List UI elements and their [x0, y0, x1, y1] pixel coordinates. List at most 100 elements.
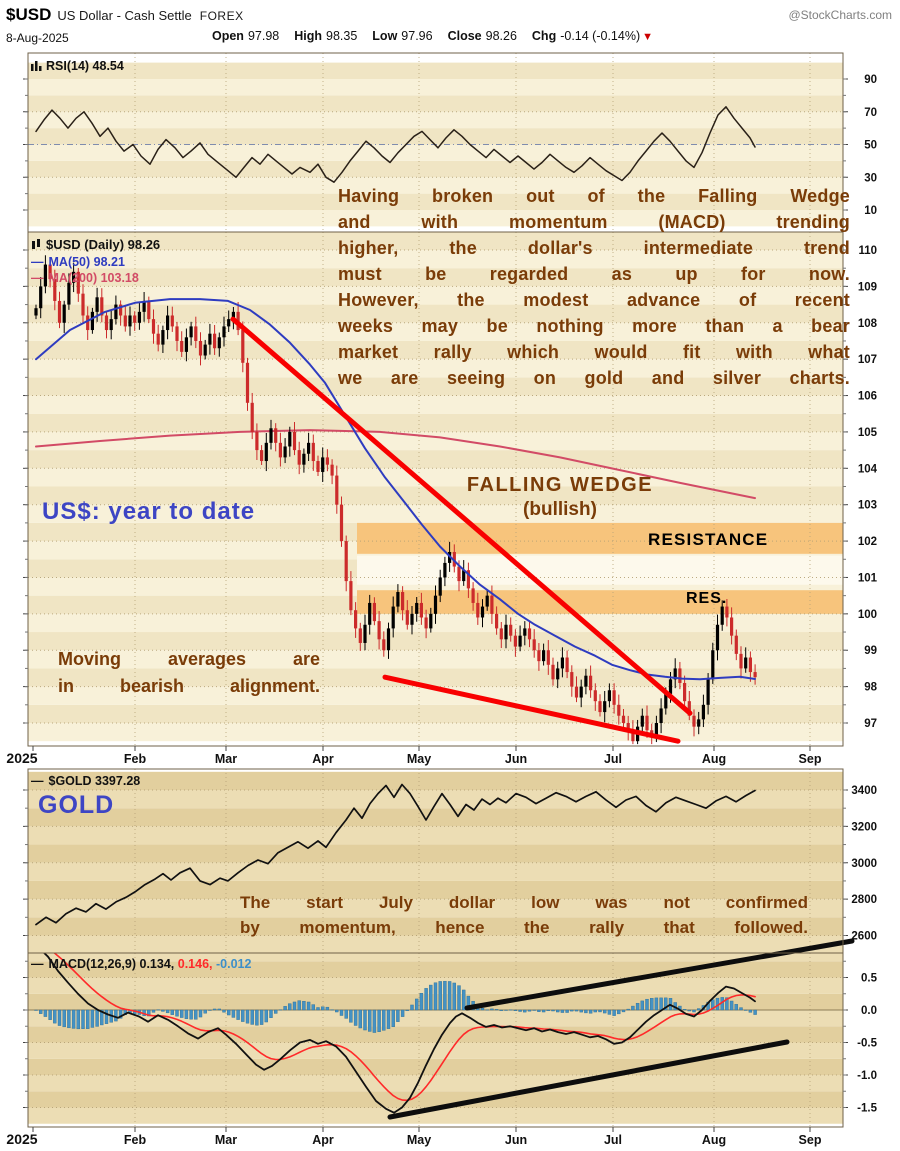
- x-axis-month-label: Jun: [505, 1133, 527, 1147]
- y-axis-tick-label: 3200: [851, 821, 877, 833]
- res-label: RES.: [686, 590, 728, 607]
- x-axis-month-label: May: [407, 1133, 431, 1147]
- main-panel: [28, 232, 843, 746]
- y-axis-tick-label: 106: [858, 391, 877, 403]
- x-axis-month-label: Mar: [215, 752, 237, 766]
- macd-panel: [28, 953, 843, 1127]
- chart-title: $USD US Dollar - Cash Settle FOREX: [6, 5, 244, 25]
- annotation-line: The start July dollar low was not confir…: [240, 893, 808, 912]
- x-axis-month-label: Apr: [312, 752, 334, 766]
- y-axis-tick-label: 99: [864, 645, 877, 657]
- ma-alignment-note: Moving averages are in bearish alignment.: [58, 646, 320, 700]
- y-axis-tick-label: 3000: [851, 858, 877, 870]
- x-axis-month-label: Jun: [505, 752, 527, 766]
- x-axis-month-label: Sep: [799, 1133, 822, 1147]
- ma200-legend: — MA(200) 103.18: [31, 271, 139, 285]
- symbol-description: US Dollar - Cash Settle: [57, 8, 192, 23]
- down-arrow-icon: ▼: [642, 31, 654, 43]
- annotation-line: we are seeing on gold and silver charts.: [338, 368, 850, 388]
- falling-wedge-label: FALLING WEDGE: [466, 474, 654, 496]
- ma50-legend: — MA(50) 98.21: [31, 255, 125, 269]
- rising-channel-upper: [464, 938, 855, 1011]
- gold-big-label: GOLD: [38, 791, 115, 819]
- y-axis-tick-label: 0.0: [861, 1005, 877, 1017]
- y-axis-tick-label: 2800: [851, 894, 877, 906]
- y-axis-tick-label: 98: [864, 682, 877, 694]
- macd-line: [42, 953, 756, 1114]
- x-axis-month-label: Jul: [604, 1133, 622, 1147]
- annotation-line: by momentum, hence the rally that follow…: [240, 917, 808, 937]
- y-axis-tick-label: 10: [864, 205, 877, 217]
- x-axis-month-label: Aug: [702, 1133, 726, 1147]
- rsi-panel: [28, 53, 843, 232]
- close-quote: Close 98.26: [447, 29, 517, 43]
- macd-histogram: [34, 980, 757, 1033]
- rising-channel-lower: [387, 1039, 790, 1120]
- bullish-label: (bullish): [523, 499, 597, 520]
- x-axis-month-label: May: [407, 752, 431, 766]
- annotation-line: weeks may be nothing more than a bear: [338, 316, 850, 336]
- annotation-line: in bearish alignment.: [58, 676, 320, 696]
- light-band: [357, 555, 843, 585]
- gold-line: [35, 783, 756, 926]
- annotation-line: higher, the dollar's intermediate trend: [338, 238, 850, 258]
- annotation-line: Having broken out of the Falling Wedge: [338, 186, 850, 206]
- gold-panel: [28, 769, 843, 953]
- y-axis-tick-label: -0.5: [857, 1038, 877, 1050]
- y-axis-tick-label: 97: [864, 718, 877, 730]
- x-axis-month-label: Mar: [215, 1133, 237, 1147]
- change-quote: Chg -0.14 (-0.14%) ▼: [531, 29, 654, 43]
- resistance-band: [357, 590, 843, 614]
- x-axis-month-label: 2025: [6, 1131, 37, 1147]
- y-axis-tick-label: 3400: [851, 785, 877, 797]
- chart-date: 8-Aug-2025: [6, 31, 69, 45]
- x-axis-month-label: Sep: [799, 752, 822, 766]
- falling-wedge-upper: [230, 316, 693, 716]
- y-axis-tick-label: 50: [864, 140, 877, 152]
- y-axis-tick-label: 90: [864, 74, 877, 86]
- y-axis-tick-label: 108: [858, 318, 878, 330]
- x-axis-month-label: Jul: [604, 752, 622, 766]
- y-axis-tick-label: 100: [858, 609, 877, 621]
- annotation-line: Moving averages are: [58, 649, 320, 669]
- x-axis-month-label: 2025: [6, 750, 37, 766]
- gold-commentary: The start July dollar low was not confir…: [240, 891, 808, 940]
- x-axis-month-label: Apr: [312, 1133, 334, 1147]
- annotation-line: market rally which would fit with what: [338, 342, 850, 362]
- y-axis-tick-label: 103: [858, 500, 877, 512]
- macd-panel-border: [27, 952, 844, 1128]
- annotation-line: must be regarded as up for now.: [338, 264, 850, 284]
- y-axis-tick-label: 107: [858, 354, 877, 366]
- rsi-legend: RSI(14) 48.54: [31, 58, 124, 75]
- candlestick-icon: [31, 238, 42, 254]
- source-credit: @StockCharts.com: [788, 8, 892, 22]
- y-axis-tick-label: 0.5: [861, 973, 878, 985]
- x-axis-month-label: Aug: [702, 752, 726, 766]
- indicator-icon: [31, 59, 42, 75]
- rsi-line: [35, 106, 756, 183]
- ohlc-row: Open 97.98 High 98.35 Low 97.96 Close 98.26 …: [212, 29, 653, 43]
- main-panel-border: [27, 231, 844, 747]
- price-legend: $USD (Daily) 98.26 — MA(50) 98.21 — MA(200…: [31, 237, 161, 285]
- high-quote: High 98.35: [294, 29, 358, 43]
- macd-hist-value: -0.012: [216, 957, 252, 971]
- ytd-label: US$: year to date: [42, 498, 256, 525]
- y-axis-tick-label: 104: [858, 463, 878, 475]
- x-axis-month-label: Feb: [124, 752, 147, 766]
- y-axis-tick-label: -1.5: [857, 1103, 877, 1115]
- macd-legend: — MACD(12,26,9) 0.134, 0.146, -0.012: [31, 957, 252, 971]
- y-axis-tick-label: 105: [858, 427, 878, 439]
- annotation-line: and with momentum (MACD) trending: [338, 212, 850, 232]
- ma50-line: [35, 298, 756, 681]
- macd-signal-value: 0.146,: [177, 957, 213, 971]
- low-quote: Low 97.96: [372, 29, 433, 43]
- y-axis-tick-label: 70: [864, 107, 877, 119]
- symbol: $USD: [6, 5, 52, 24]
- exchange: FOREX: [199, 9, 244, 23]
- y-axis-tick-label: 30: [864, 172, 877, 184]
- y-axis-tick-label: 102: [858, 536, 877, 548]
- ma200-line: [35, 429, 756, 500]
- y-axis-tick-label: 109: [858, 281, 877, 293]
